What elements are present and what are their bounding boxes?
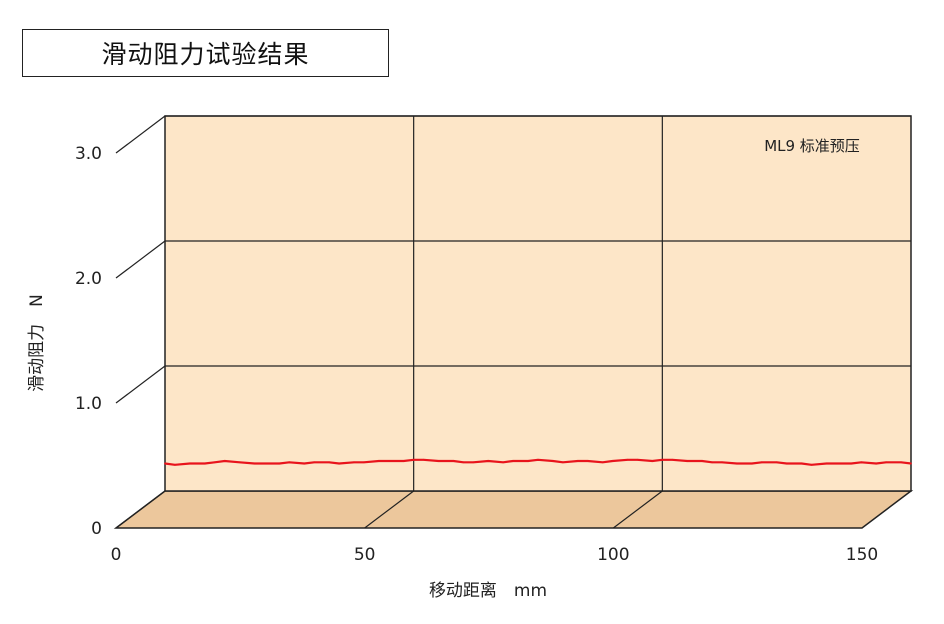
- series-point: [537, 458, 539, 461]
- y-depth-line: [115, 490, 166, 529]
- series-point: [188, 462, 191, 465]
- series-point: [402, 460, 405, 462]
- series-layer: [164, 458, 912, 466]
- series-point: [626, 458, 629, 461]
- y-depth-line: [115, 115, 166, 154]
- series-point: [736, 462, 738, 465]
- series-point: [576, 460, 579, 462]
- floor-gridline: [612, 490, 663, 529]
- series-point: [721, 461, 723, 464]
- series-point: [586, 460, 589, 462]
- series-point: [412, 458, 415, 461]
- series-point: [701, 460, 704, 462]
- series-point: [313, 461, 316, 464]
- series-point: [661, 458, 664, 461]
- x-tick-label: 50: [354, 545, 376, 565]
- series-point: [835, 462, 838, 465]
- annotation-label: ML9 标准预压: [764, 137, 860, 155]
- back-wall-panel: [164, 115, 912, 492]
- floor-gridline: [364, 490, 415, 529]
- series-point: [472, 461, 475, 464]
- series-point: [363, 461, 365, 464]
- series-point: [825, 462, 828, 465]
- series-point: [552, 460, 554, 462]
- series-point: [487, 460, 490, 462]
- series-point: [213, 461, 216, 464]
- series-point: [223, 460, 226, 462]
- series-point: [263, 462, 266, 465]
- chart-back-wall: [164, 115, 912, 492]
- y-depth-line: [115, 240, 166, 279]
- series-point: [561, 461, 564, 464]
- series-point: [203, 462, 206, 465]
- series-point: [900, 461, 902, 464]
- x-tick-label: 150: [846, 545, 878, 565]
- series-point: [278, 462, 281, 465]
- series-point: [860, 461, 863, 464]
- series-point: [686, 460, 689, 462]
- series-point: [875, 462, 878, 465]
- series-point: [328, 461, 331, 464]
- y-tick-label: 0: [91, 519, 102, 539]
- series-point: [760, 461, 763, 464]
- series-point: [238, 461, 241, 464]
- series-point: [437, 460, 440, 462]
- y-tick-label: 3.0: [75, 144, 102, 164]
- series-point: [711, 461, 713, 464]
- series-point: [527, 460, 529, 462]
- series-point: [601, 461, 604, 464]
- series-point: [885, 461, 888, 464]
- y-axis-label: 滑动阻力 N: [27, 294, 47, 392]
- series-point: [253, 462, 256, 465]
- x-tick-label: 100: [597, 545, 629, 565]
- series-point: [850, 462, 853, 465]
- series-point: [910, 462, 912, 465]
- series-point: [611, 460, 614, 462]
- series-point: [338, 462, 340, 465]
- series-point: [775, 461, 778, 464]
- x-axis-label: 移动距离 mm: [429, 581, 547, 601]
- series-point: [387, 460, 390, 462]
- series-point: [810, 463, 813, 466]
- floor-panel: [113, 490, 914, 529]
- series-point: [462, 461, 465, 464]
- series-point: [651, 460, 654, 462]
- series-point: [422, 458, 425, 461]
- series-point: [303, 462, 306, 465]
- series-point: [353, 461, 355, 464]
- series-point: [502, 461, 505, 464]
- series-point: [800, 462, 803, 465]
- series-point: [377, 460, 380, 462]
- series-point: [174, 463, 176, 466]
- chart-floor: [113, 490, 914, 529]
- series-point: [452, 460, 455, 462]
- tick-labels: 0 1.0 2.0 3.0 0 50 100 150: [75, 144, 878, 565]
- chart-title: 滑动阻力试验结果: [22, 29, 389, 77]
- y-depth-line: [115, 365, 166, 404]
- series-point: [750, 462, 753, 465]
- series-point: [288, 461, 291, 464]
- series-point: [164, 462, 166, 465]
- x-tick-label: 0: [111, 545, 122, 565]
- series-point: [636, 458, 639, 461]
- y-tick-label: 1.0: [75, 394, 102, 414]
- series-point: [785, 462, 788, 465]
- series-point: [671, 458, 674, 461]
- series-point: [512, 460, 515, 462]
- depth-lines: [115, 115, 166, 529]
- y-tick-label: 2.0: [75, 269, 102, 289]
